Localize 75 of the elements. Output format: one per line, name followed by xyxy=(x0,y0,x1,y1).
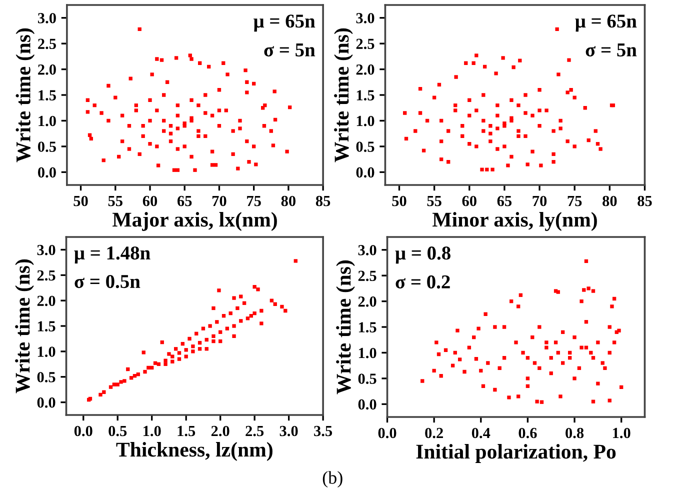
annotation: σ = 0.2 xyxy=(396,275,450,289)
y-tick-label: 3.0 xyxy=(356,13,374,24)
x-tick-label: 1.5 xyxy=(178,426,196,436)
x-tick-label: 0.4 xyxy=(472,428,490,438)
y-axis-title: Write time (ns) xyxy=(334,28,353,162)
y-axis-title: Write time (ns) xyxy=(15,259,34,394)
y-tick-label: 1.0 xyxy=(358,348,376,358)
x-tick-label: 65 xyxy=(497,196,512,206)
x-tick-label: 0.5 xyxy=(108,426,127,436)
annotation: μ = 65n xyxy=(254,14,316,32)
y-tick-label: 2.5 xyxy=(356,38,374,50)
x-tick-label: 75 xyxy=(568,196,582,206)
y-tick-label: 2.0 xyxy=(37,296,56,306)
x-tick-label: 55 xyxy=(427,196,442,206)
y-axis-title: Write time (ns) xyxy=(16,28,35,162)
y-tick-label: 2.5 xyxy=(358,270,376,282)
y-tick-label: 0.5 xyxy=(358,374,376,384)
x-tick-label: 3.5 xyxy=(314,426,332,436)
x-tick-label: 1.0 xyxy=(144,426,161,436)
y-tick-label: 3.0 xyxy=(37,244,56,256)
x-tick-label: 70 xyxy=(532,196,547,206)
x-tick-label: 80 xyxy=(281,196,296,206)
y-tick-label: 1.5 xyxy=(38,321,56,332)
annotation: μ = 65n xyxy=(575,14,637,32)
x-tick-label: 50 xyxy=(74,196,88,206)
y-tick-label: 2.5 xyxy=(38,38,56,50)
y-tick-label: 2.5 xyxy=(37,270,56,281)
x-tick-label: 0.2 xyxy=(425,428,443,438)
x-axis-title: Thickness, lz(nm) xyxy=(116,442,272,461)
x-axis-title: Minor axis, ly(nm) xyxy=(432,212,597,231)
annotation: σ = 5n xyxy=(586,44,637,56)
x-tick-label: 75 xyxy=(247,196,261,206)
y-tick-label: 3.0 xyxy=(358,245,376,256)
x-axis-title: Major axis, lx(nm) xyxy=(112,212,277,231)
x-tick-label: 85 xyxy=(638,196,652,206)
x-tick-label: 65 xyxy=(177,196,192,206)
x-tick-label: 3.0 xyxy=(280,426,298,436)
y-tick-label: 0.5 xyxy=(37,372,56,382)
x-tick-label: 85 xyxy=(316,196,330,206)
annotation: μ = 1.48n xyxy=(74,246,150,264)
x-tick-label: 80 xyxy=(602,196,617,206)
y-tick-label: 0.0 xyxy=(37,397,56,408)
y-tick-label: 1.5 xyxy=(38,90,56,101)
x-tick-label: 55 xyxy=(108,196,122,206)
y-tick-label: 0.5 xyxy=(356,142,374,152)
annotation: μ = 0.8 xyxy=(395,246,450,264)
y-tick-label: 1.5 xyxy=(358,322,376,333)
y-tick-label: 0.5 xyxy=(38,142,56,152)
x-tick-label: 0.0 xyxy=(74,426,92,436)
x-tick-label: 1.0 xyxy=(613,428,630,438)
y-tick-label: 2.0 xyxy=(38,64,56,75)
x-tick-label: 2.5 xyxy=(246,426,264,436)
y-tick-label: 1.0 xyxy=(38,116,56,126)
x-tick-label: 60 xyxy=(462,196,476,206)
text: (b) xyxy=(322,471,342,488)
y-tick-label: 1.0 xyxy=(356,116,374,126)
x-tick-label: 0.8 xyxy=(566,428,584,438)
y-tick-label: 2.0 xyxy=(358,296,376,307)
y-tick-label: 0.0 xyxy=(358,399,376,410)
x-tick-label: 0.6 xyxy=(518,428,537,438)
x-tick-label: 70 xyxy=(212,196,226,206)
x-axis-title: Initial polarization, Po xyxy=(416,444,616,463)
y-tick-label: 1.0 xyxy=(38,346,56,357)
y-tick-label: 0.0 xyxy=(38,167,56,178)
annotation: σ = 0.5n xyxy=(74,274,140,288)
x-tick-label: 0.0 xyxy=(378,428,396,438)
y-tick-label: 0.0 xyxy=(356,167,374,178)
x-tick-label: 2.0 xyxy=(211,426,230,436)
y-tick-label: 3.0 xyxy=(38,13,56,24)
x-tick-label: 60 xyxy=(142,196,158,206)
x-tick-label: 50 xyxy=(392,196,406,206)
y-tick-label: 2.0 xyxy=(356,64,374,75)
annotation: σ = 5n xyxy=(264,44,316,56)
y-tick-label: 1.5 xyxy=(356,90,374,101)
y-axis-title: Write time (ns) xyxy=(336,260,355,394)
